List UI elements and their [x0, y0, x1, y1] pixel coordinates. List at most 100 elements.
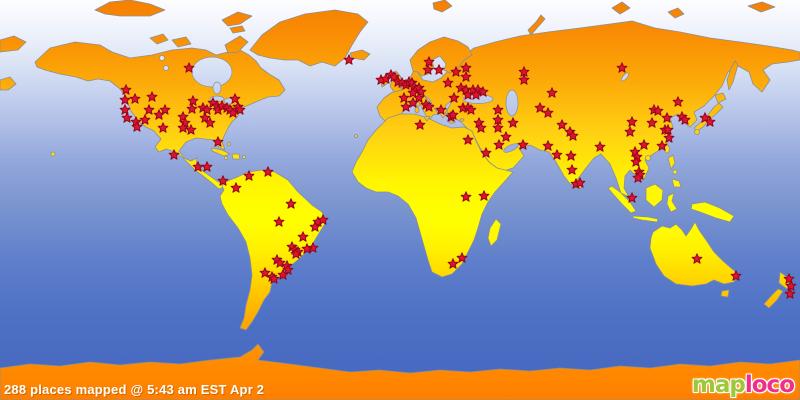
- visitor-star: [317, 214, 329, 225]
- visitor-star: [500, 131, 512, 142]
- island-luzon-philippines: [667, 154, 676, 170]
- visitor-star: [475, 122, 487, 133]
- visitor-star: [662, 124, 674, 135]
- visitor-star: [638, 139, 650, 150]
- visitor-star: [273, 216, 285, 227]
- sea-caspian: [505, 89, 519, 117]
- island-visayas: [672, 169, 678, 175]
- visitor-star: [230, 182, 242, 193]
- island-severnaya-zemlya: [611, 1, 631, 15]
- landmass-chukotka-wrap-top: [0, 35, 27, 53]
- island-kyushu-japan: [694, 129, 700, 135]
- island-sicily: [423, 115, 431, 122]
- visitor-star: [646, 117, 658, 128]
- island-borneo: [645, 183, 664, 208]
- visitor-star: [679, 114, 691, 125]
- visitor-star: [661, 112, 673, 123]
- visitor-star: [120, 84, 132, 95]
- visitor-star: [542, 107, 554, 118]
- island-sardinia: [414, 106, 420, 114]
- visitor-star: [507, 117, 519, 128]
- island-puerto-rico: [242, 155, 246, 159]
- visitor-star: [139, 114, 151, 125]
- visitor-star: [785, 280, 797, 291]
- visitor-star: [478, 190, 490, 201]
- island-madagascar: [487, 218, 502, 247]
- visitor-star: [121, 112, 133, 123]
- visitor-star: [129, 93, 141, 104]
- visitor-star: [187, 95, 199, 106]
- visitor-star: [388, 71, 400, 82]
- visitor-star: [423, 101, 435, 112]
- visitor-star: [423, 56, 435, 67]
- landmass-south-america: [219, 169, 327, 331]
- lake-great-bear: [159, 55, 165, 61]
- visitor-star: [574, 177, 586, 188]
- island-wrangel: [747, 1, 776, 13]
- visitor-star: [663, 132, 675, 143]
- visitor-star: [229, 93, 241, 104]
- lake-hudson-bay: [191, 56, 233, 88]
- visitor-star: [407, 87, 419, 98]
- visitor-star: [234, 104, 246, 115]
- visitor-star: [616, 62, 628, 73]
- visitor-star: [119, 94, 131, 105]
- island-baffin: [224, 35, 249, 54]
- sea-persian-gulf: [503, 143, 519, 153]
- visitor-star: [567, 130, 579, 141]
- visitor-star: [212, 136, 224, 147]
- visitor-star: [493, 139, 505, 150]
- visitor-star: [652, 105, 664, 116]
- visitor-star: [119, 104, 131, 115]
- visitor-star: [518, 74, 530, 85]
- visitor-star: [186, 103, 198, 114]
- visitor-star: [465, 104, 477, 115]
- visitor-star: [556, 119, 568, 130]
- visitor-star: [447, 258, 459, 269]
- maploco-logo[interactable]: maploco: [692, 372, 795, 400]
- visitor-star: [542, 140, 554, 151]
- visitor-star: [691, 253, 703, 264]
- visitor-star: [301, 243, 313, 254]
- visitor-star: [131, 121, 143, 132]
- island-sumatra: [607, 185, 637, 214]
- lake-great-slave: [163, 65, 169, 71]
- visitor-star: [185, 124, 197, 135]
- island-canary: [354, 134, 358, 138]
- visitor-star: [632, 172, 644, 183]
- visitor-star: [309, 221, 321, 232]
- island-novaya-zemlya: [527, 14, 546, 36]
- visitor-star: [624, 126, 636, 137]
- visitor-star: [704, 116, 716, 127]
- island-mindanao-philippines: [671, 178, 682, 188]
- island-bahamas: [227, 142, 231, 146]
- landmass-australia: [649, 221, 739, 287]
- island-cyprus: [459, 118, 465, 122]
- visitor-star: [433, 64, 445, 75]
- visitor-star: [217, 175, 229, 186]
- island-sakhalin: [726, 60, 739, 91]
- visitor-star: [447, 109, 459, 120]
- visitor-star: [566, 164, 578, 175]
- island-svalbard: [432, 0, 453, 13]
- visitor-star: [146, 91, 158, 102]
- visitor-star: [400, 101, 412, 112]
- visitor-star: [492, 122, 504, 133]
- island-victoria: [171, 36, 192, 48]
- visitor-star: [157, 122, 169, 133]
- visitor-star: [435, 104, 447, 115]
- island-hokkaido-japan: [714, 92, 727, 104]
- logo-loco: loco: [744, 372, 795, 399]
- visitor-star: [456, 252, 468, 263]
- islands-new-siberian: [667, 7, 685, 19]
- visitor-star: [460, 71, 472, 82]
- visitor-star: [201, 104, 213, 115]
- lakes: [159, 55, 629, 153]
- visitor-star: [460, 191, 472, 202]
- visitor-star: [243, 170, 255, 181]
- visitor-star: [199, 112, 211, 123]
- island-iceland: [349, 49, 371, 61]
- landmass-greenland: [249, 9, 369, 67]
- visitor-stars: [119, 54, 797, 299]
